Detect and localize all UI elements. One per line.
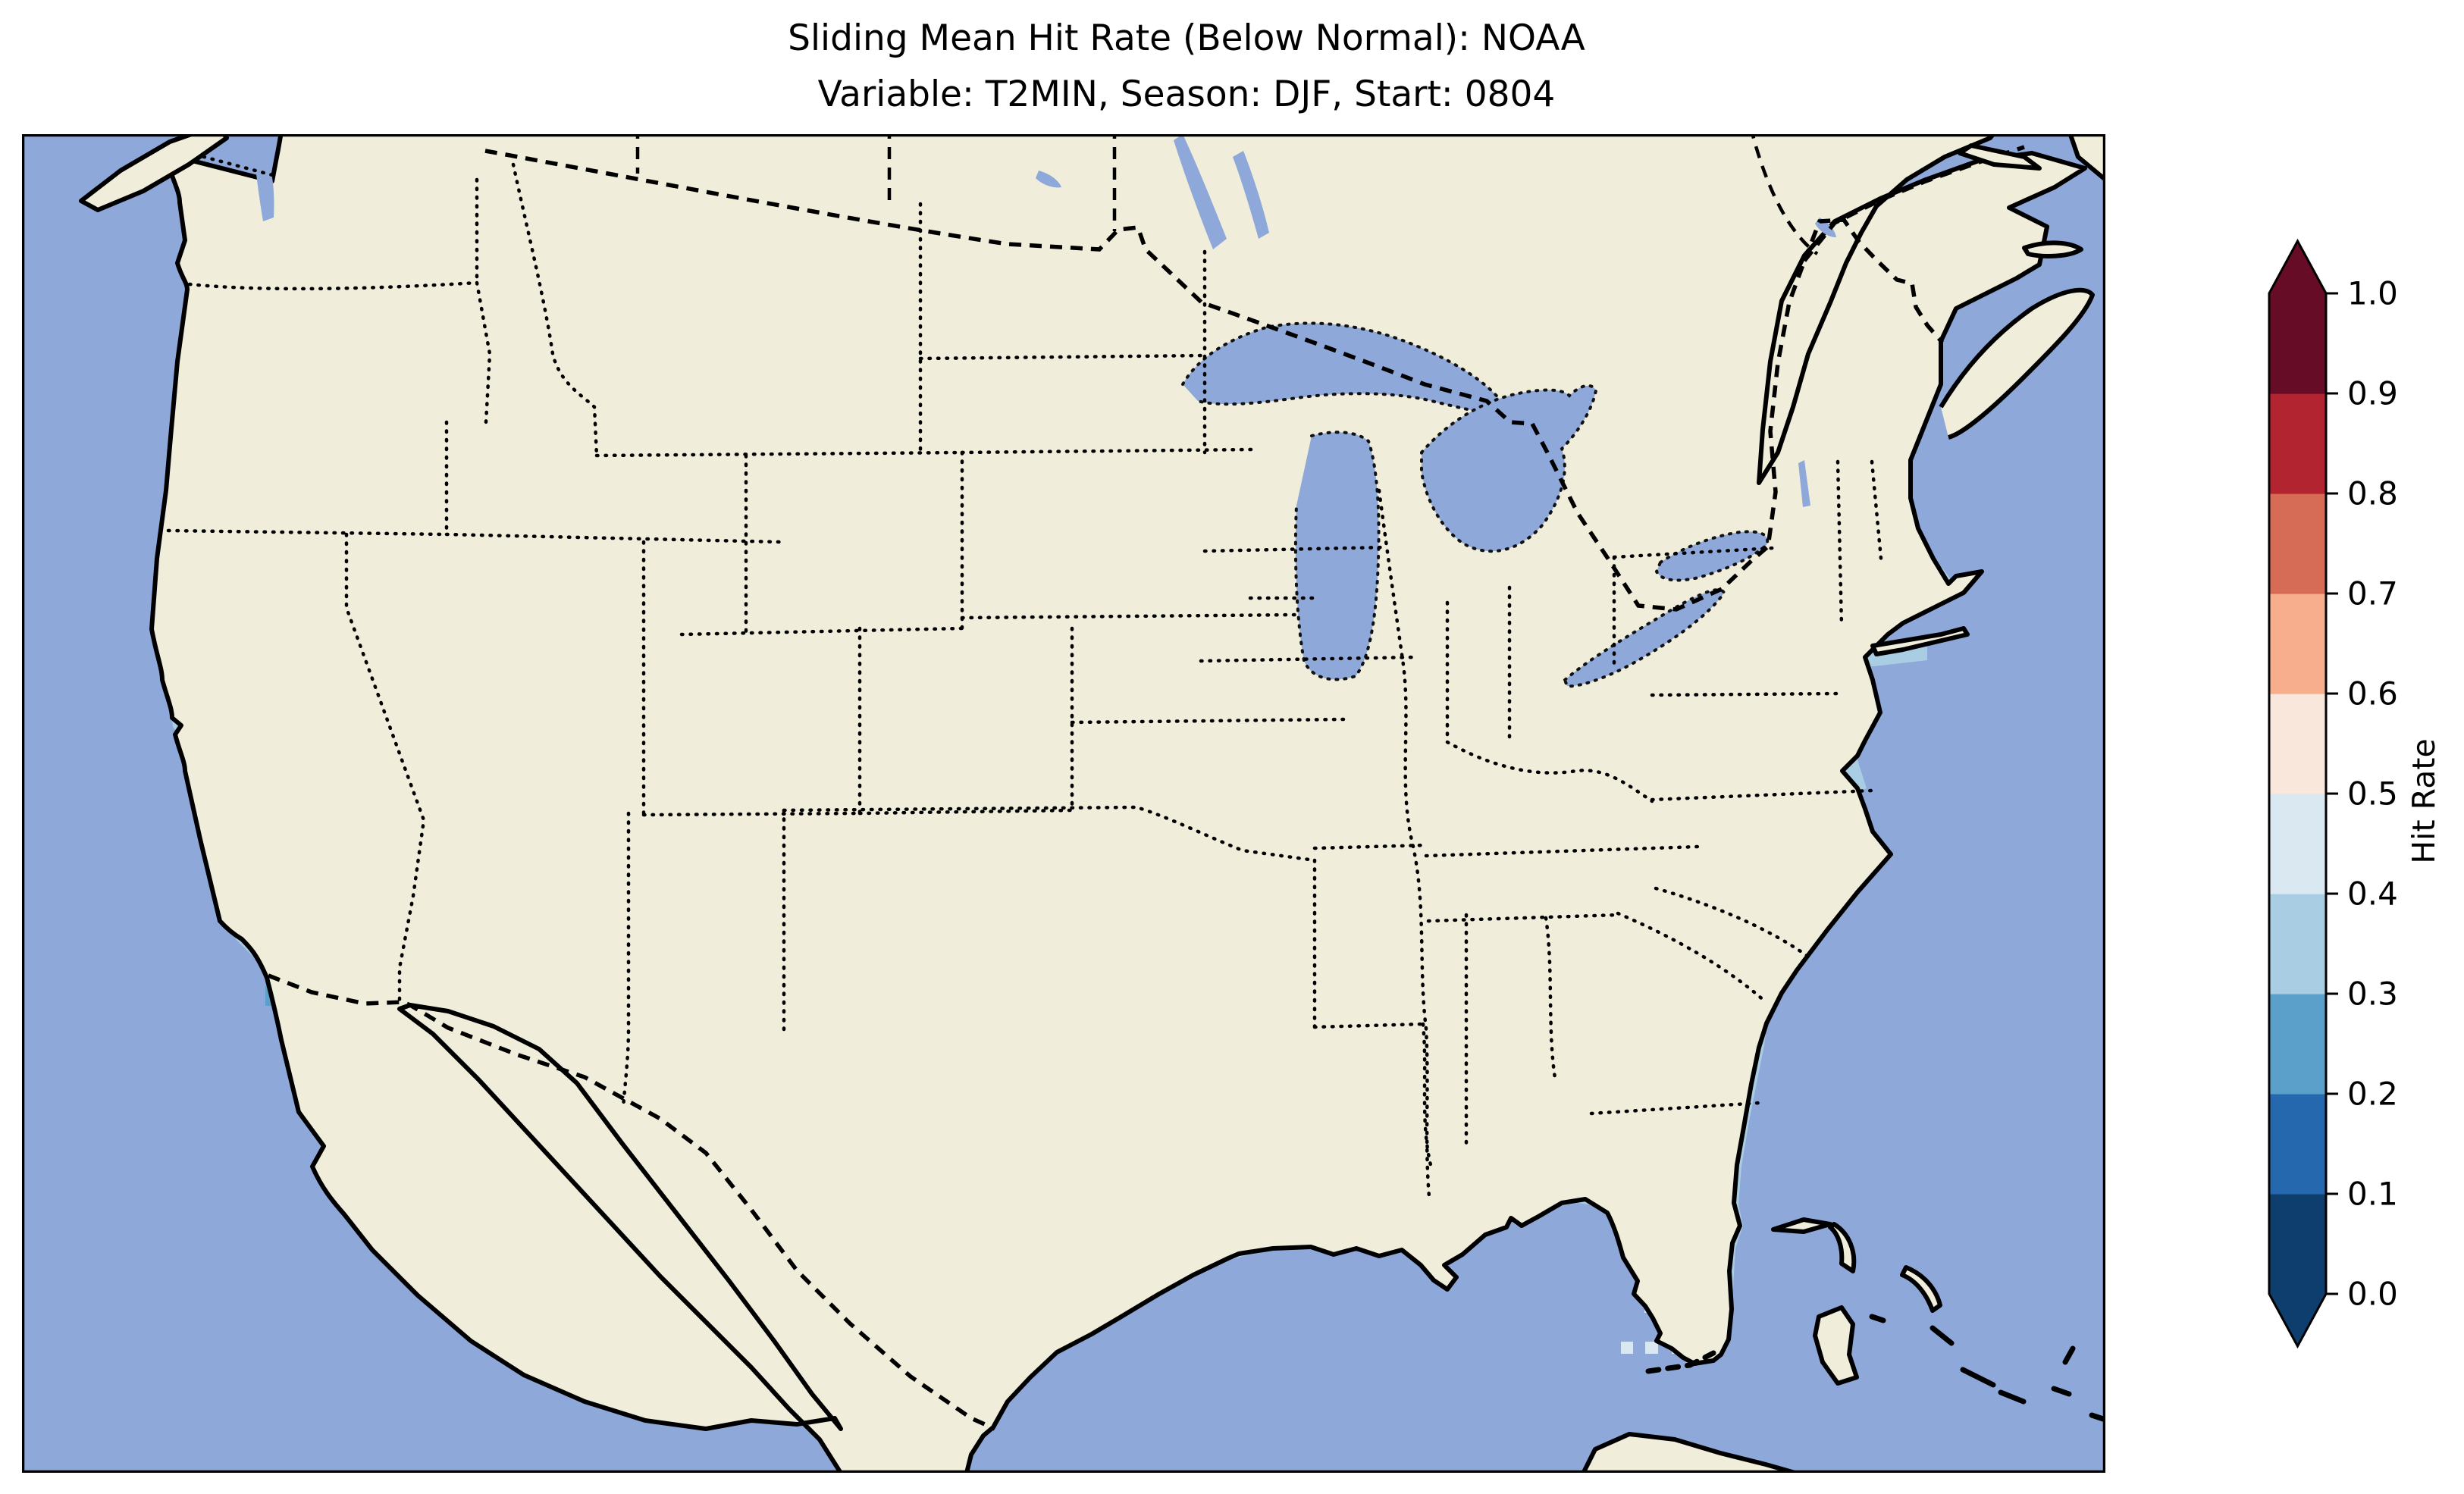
state-borders <box>166 146 1883 1199</box>
us-map <box>21 123 2108 1482</box>
puget-sound <box>253 146 274 221</box>
lake-erie <box>1563 588 1726 688</box>
state-borders-plains <box>782 249 1431 1199</box>
colorbar-tick-label: 0.0 <box>2347 1276 2398 1313</box>
colorbar-label: Hit Rate <box>2406 738 2442 864</box>
colorbar-extend-under <box>2269 1294 2326 1346</box>
colorbar-bin-0.2-0.3 <box>2269 994 2326 1095</box>
colorbar-tick-label: 0.8 <box>2347 475 2398 512</box>
canadian-lakes <box>253 134 1836 507</box>
state-borders-west <box>166 162 1074 1110</box>
colorbar-bin-0.3-0.4 <box>2269 894 2326 994</box>
prince-edward-island <box>2022 240 2083 258</box>
map-frame <box>21 133 2106 1474</box>
bahamas-andros <box>1813 1305 1859 1386</box>
canada-province-borders <box>635 126 1819 255</box>
colorbar-tick-label: 0.3 <box>2347 976 2398 1013</box>
colorbar-bin-0.8-0.9 <box>2269 393 2326 494</box>
colorbar-tick-label: 1.0 <box>2347 275 2398 312</box>
colorbar-bin-0.4-0.5 <box>2269 794 2326 894</box>
anticosti-island <box>1958 143 2042 171</box>
bahamas-cays <box>1869 1314 2106 1422</box>
lake-ontario <box>1654 530 1770 582</box>
vancouver-island <box>79 123 229 212</box>
colorbar-bin-0.7-0.8 <box>2269 493 2326 594</box>
colorbar-tick-label: 0.9 <box>2347 375 2398 412</box>
chart-title-line1: Sliding Mean Hit Rate (Below Normal): NO… <box>788 17 1585 59</box>
lake-superior <box>1181 321 1511 417</box>
lake-huron <box>1420 384 1598 553</box>
colorbar-tick-label: 0.6 <box>2347 675 2398 713</box>
colorbar-bin-0.0-0.1 <box>2269 1194 2326 1295</box>
colorbar-tick-label: 0.4 <box>2347 875 2398 913</box>
colorbar-svg: 1.0 0.9 0.8 0.7 0.6 0.5 0.4 0.3 0.2 0.1 0.0 <box>2268 238 2398 1349</box>
great-lakes <box>1181 321 1770 688</box>
florida-keys <box>1645 1350 1716 1374</box>
chart-title: Sliding Mean Hit Rate (Below Normal): NO… <box>0 11 2373 123</box>
lake-michigan <box>1293 431 1381 681</box>
colorbar-tick-label: 0.1 <box>2347 1176 2398 1213</box>
us-mexico-border <box>268 973 996 1431</box>
colorbar-bin-0.6-0.7 <box>2269 594 2326 694</box>
bahamas-grand-bahama <box>1771 1217 1857 1273</box>
colorbar-tick-label: 0.5 <box>2347 775 2398 813</box>
colorbar-bin-0.1-0.2 <box>2269 1094 2326 1195</box>
small-cays <box>1645 1314 2106 1422</box>
nova-scotia <box>1939 287 2095 440</box>
state-borders-east <box>1421 459 1883 1167</box>
map-axes <box>21 123 2108 1482</box>
colorbar: 1.0 0.9 0.8 0.7 0.6 0.5 0.4 0.3 0.2 0.1 0.0 <box>2244 227 2464 1387</box>
chart-title-line2: Variable: T2MIN, Season: DJF, Start: 080… <box>817 74 1556 115</box>
islands <box>79 123 2108 1482</box>
colorbar-extend-over <box>2269 241 2326 293</box>
bahamas-eleuthera <box>1900 1265 1942 1313</box>
colorbar-bin-0.5-0.6 <box>2269 694 2326 794</box>
colorbar-tick-label: 0.2 <box>2347 1076 2398 1113</box>
colorbar-bin-0.9-1.0 <box>2269 293 2326 394</box>
long-island <box>1870 626 1970 656</box>
colorbar-tick-label: 0.7 <box>2347 575 2398 612</box>
